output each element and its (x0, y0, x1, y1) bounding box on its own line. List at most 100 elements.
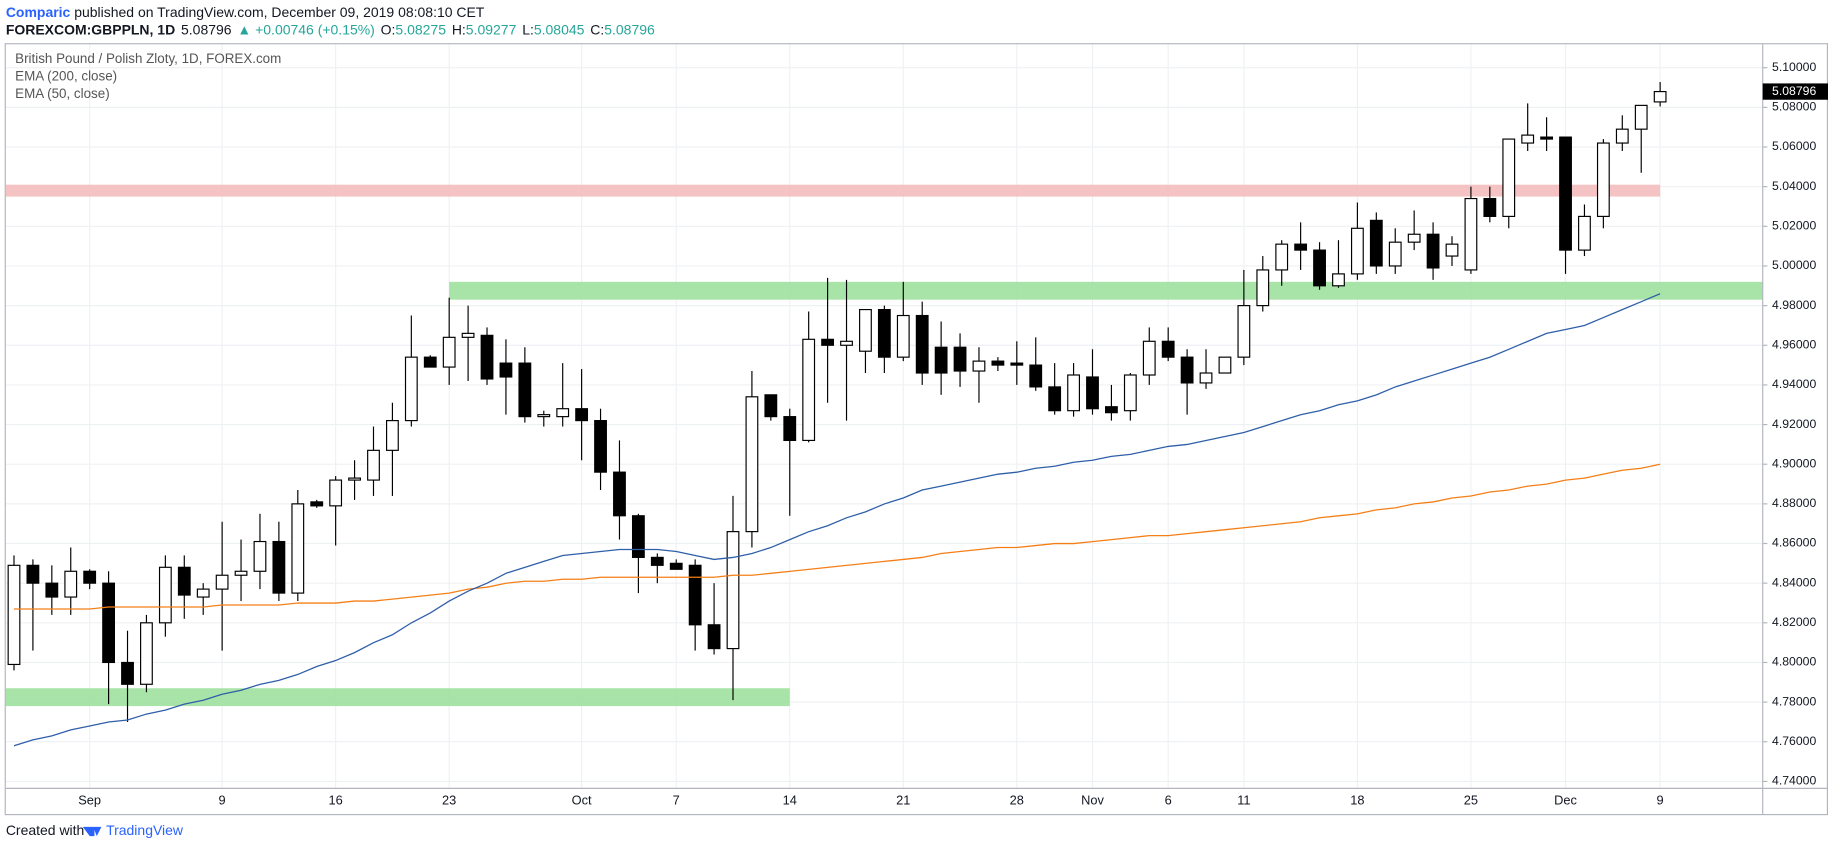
ohlc-key: O: (381, 21, 396, 37)
candle-body (991, 360, 1005, 366)
candle-body (1313, 249, 1326, 287)
ohlc-value: 5.09277 (466, 21, 517, 37)
y-tick-label: 4.88000 (1772, 496, 1816, 510)
legend-title: British Pound / Polish Zloty, 1D, FOREX.… (15, 51, 281, 66)
y-tick-label: 4.86000 (1772, 536, 1816, 550)
candle-body (291, 503, 305, 594)
candle-body (1142, 340, 1156, 376)
candle-body (1350, 227, 1364, 275)
candle-body (1483, 197, 1497, 217)
author[interactable]: Comparic (6, 4, 71, 20)
candle-body (1086, 376, 1099, 410)
candle-body (1180, 356, 1194, 384)
y-tick-label: 5.04000 (1772, 179, 1816, 193)
candle-body (859, 308, 872, 352)
candle-body (1256, 269, 1270, 307)
y-tick-label: 4.94000 (1772, 377, 1816, 391)
candle-body (1407, 233, 1421, 243)
candle-body (1540, 136, 1554, 140)
candle-body (1010, 362, 1024, 366)
footer-brand[interactable]: TradingView (106, 822, 184, 838)
ohlc-value: 5.08275 (395, 21, 446, 37)
candle-body (745, 396, 759, 533)
candle-body (802, 338, 816, 442)
candle-body (877, 308, 891, 358)
zone (5, 184, 1661, 197)
candle-body (764, 394, 778, 418)
symbol-line: FOREXCOM:GBPPLN, 1D 5.08796 ▲ +0.00746 (+0… (6, 21, 655, 37)
logo (82, 826, 102, 837)
symbol: FOREXCOM:GBPPLN, 1D (6, 21, 175, 37)
ohlc-key: C: (590, 21, 604, 37)
candle-body (1634, 104, 1648, 130)
y-tick-label: 5.08000 (1772, 100, 1816, 114)
candle-body (404, 356, 418, 422)
candle-body (669, 562, 683, 570)
candle-body (329, 479, 343, 507)
x-tick-label: Nov (1081, 793, 1104, 808)
candle-body (215, 574, 229, 590)
candle-body (83, 570, 97, 584)
price: 5.08796 (181, 21, 232, 37)
candle-body (7, 564, 21, 666)
candle-body (1426, 233, 1440, 269)
x-tick-label: Dec (1554, 793, 1577, 808)
candle-body (272, 540, 286, 594)
zone (5, 688, 790, 707)
y-tick-label: 5.06000 (1772, 139, 1816, 153)
legend-entry: EMA (50, close) (15, 86, 109, 101)
candle-body (518, 362, 532, 418)
candle-body (840, 340, 853, 346)
candle-body (1332, 273, 1345, 287)
candle-body (1218, 356, 1232, 374)
candle-body (1048, 386, 1062, 412)
last-price-box (1762, 83, 1828, 100)
candle-body (934, 346, 948, 374)
candle-body (348, 477, 361, 481)
y-tick-label: 4.84000 (1772, 575, 1816, 589)
candle-body (1653, 90, 1667, 103)
x-tick-label: 6 (1165, 793, 1172, 808)
candle-body (821, 338, 835, 346)
y-tick-label: 4.92000 (1772, 417, 1816, 431)
x-tick-label: 25 (1464, 793, 1478, 808)
ohlc-value: 5.08796 (604, 21, 655, 37)
x-tick-label: 16 (329, 793, 343, 808)
candle-body (537, 414, 551, 418)
candle-body (1388, 241, 1402, 267)
footer-text: Created with (6, 822, 85, 838)
candle-body (1445, 243, 1459, 257)
candle-body (480, 334, 494, 380)
candle-body (1521, 134, 1535, 144)
candle-body (556, 408, 570, 418)
candle-body (234, 570, 248, 576)
ohlc-key: L: (522, 21, 534, 37)
candle-body (45, 582, 59, 598)
candle-body (896, 314, 910, 358)
y-tick-label: 5.10000 (1772, 60, 1816, 74)
published: published on TradingView.com, December 0… (70, 4, 484, 20)
candle-body (1294, 243, 1308, 251)
candle-body (1275, 243, 1289, 271)
candle-body (196, 588, 210, 598)
ohlc-value: 5.08045 (534, 21, 585, 37)
candle-body (461, 332, 475, 338)
y-tick-label: 5.02000 (1772, 219, 1816, 233)
x-tick-label: 7 (673, 793, 680, 808)
candle-body (1596, 142, 1610, 217)
ema-line (13, 293, 1661, 747)
candle-body (26, 564, 40, 584)
x-tick-label: 11 (1237, 793, 1250, 808)
candle-body (953, 346, 967, 372)
candle-body (367, 449, 380, 481)
candle-body (594, 420, 607, 473)
candle-body (253, 540, 267, 572)
candle-body (631, 515, 645, 558)
x-tick-label: 23 (442, 793, 456, 808)
x-tick-label: Oct (572, 793, 592, 808)
header-line: Comparic published on TradingView.com, D… (6, 4, 485, 20)
change: ▲ +0.00746 (+0.15%) (237, 21, 374, 37)
candle-body (707, 624, 721, 650)
candle-body (688, 564, 702, 626)
candle-body (613, 471, 626, 517)
